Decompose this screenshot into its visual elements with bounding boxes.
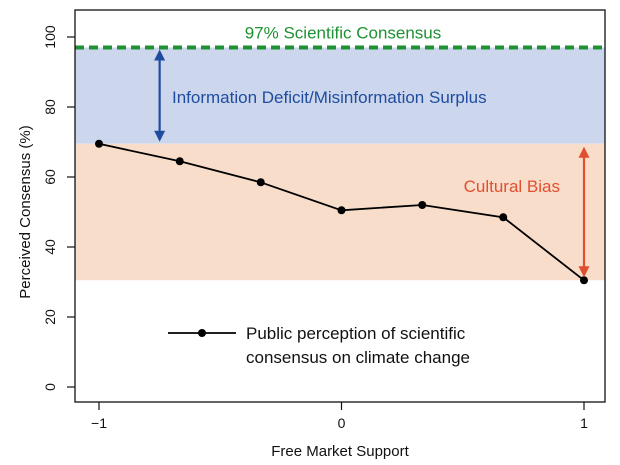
information-deficit-band [75,47,605,144]
x-axis-label: Free Market Support [271,443,409,460]
data-point-5 [499,213,508,222]
x-tick-label-0: −1 [91,415,107,431]
information-deficit-label: Information Deficit/Misinformation Surpl… [172,88,487,107]
data-point-2 [256,178,265,187]
y-tick-label-1: 20 [42,309,58,325]
legend-label-line-1: Public perception of scientific [246,324,466,343]
y-tick-label-3: 60 [42,169,58,185]
information-deficit-arrow-head-down [154,130,166,142]
x-tick-label-2: 1 [580,415,588,431]
information-deficit-arrow [154,49,166,142]
plot-frame [74,9,606,403]
data-point-6 [580,276,588,285]
data-point-4 [418,201,427,209]
data-point-3 [337,206,346,215]
y-tick-label-4: 80 [42,99,58,115]
legend-marker-swatch [198,329,206,337]
legend-label-line-2: consensus on climate change [246,348,470,367]
y-axis-label: Perceived Consensus (%) [17,125,34,298]
cultural-bias-arrow-head-down [578,266,590,278]
y-tick-label-5: 100 [42,25,58,49]
series-group [95,139,588,285]
annotation-arrows [154,49,590,278]
reference-line-label: 97% Scientific Consensus [245,24,442,43]
y-tick-label-0: 0 [42,383,58,391]
data-point-1 [175,157,184,166]
cultural-bias-arrow [578,146,590,278]
cultural-bias-label: Cultural Bias [464,177,560,196]
cultural-bias-arrow-head-up [578,146,590,158]
y-tick-label-2: 40 [42,239,58,255]
information-deficit-arrow-head-up [154,49,166,61]
x-tick-label-1: 0 [338,415,346,431]
data-point-0 [95,139,103,148]
shaded-bands [75,47,605,281]
legend: Public perception of scientific consensu… [168,324,470,367]
